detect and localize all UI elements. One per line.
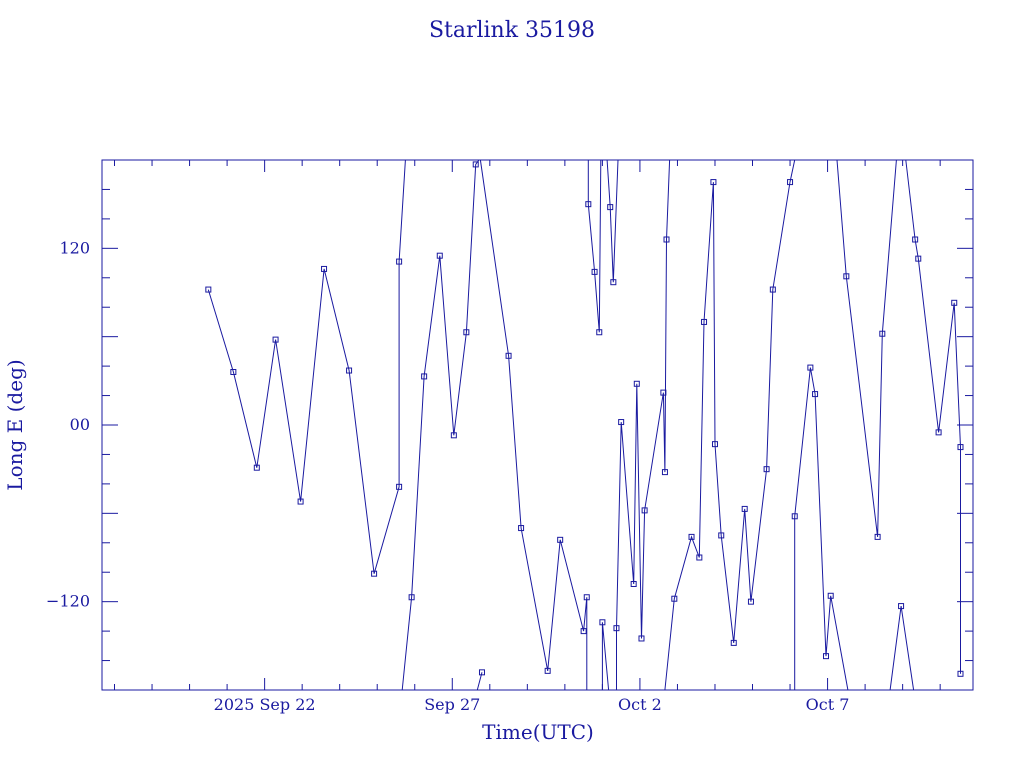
data-point [253,464,260,471]
data-point [912,236,919,243]
data-point [791,513,798,520]
data-point [915,255,922,262]
data-point [827,592,834,599]
data-point [710,179,717,186]
data-point [618,419,625,426]
y-axis-label: Long E (deg) [3,359,27,490]
data-point [396,483,403,490]
series-line [606,159,619,283]
data-point [935,429,942,436]
data-point [408,594,415,601]
data-point [371,570,378,577]
data-point [671,595,678,602]
data-point [807,364,814,371]
series-line [616,159,671,690]
x-tick-label: 2025 Sep 22 [214,695,316,714]
y-tick-label: 120 [59,238,90,257]
data-point [205,286,212,293]
data-point [763,466,770,473]
series-line [664,159,796,691]
data-point [585,201,592,208]
y-tick-label: −120 [46,592,90,611]
data-point [613,625,620,632]
series-line [905,159,961,674]
x-axis-label: Time(UTC) [482,720,594,744]
data-point [747,598,754,605]
data-point [583,594,590,601]
plot-frame [101,159,974,691]
data-point [436,252,443,259]
data-point [661,469,668,476]
series-line [479,159,588,690]
x-tick-label: Oct 2 [618,695,662,714]
data-point [272,336,279,343]
data-point [898,603,905,610]
series-line [889,606,915,691]
data-point [580,628,587,635]
data-point [957,670,964,677]
data-point [843,273,850,280]
chart-title: Starlink 35198 [429,18,595,43]
data-point [730,639,737,646]
data-point [663,236,670,243]
series-line [836,159,897,537]
series-line [601,622,610,691]
series-line [207,159,406,574]
axis-ticks [102,160,973,690]
data-point [596,329,603,336]
x-tick-label: Sep 27 [424,695,480,714]
data-point [633,380,640,387]
data-point [874,533,881,540]
series-line [401,159,480,691]
data-point [610,279,617,286]
axis-tick-labels: 2025 Sep 22 Sep 27 Oct 2 Oct 7 −120 00 120 [46,238,849,714]
data-point [230,369,237,375]
data-point [957,444,964,451]
data-point [641,507,648,514]
data-point [718,532,725,539]
series-line [587,159,602,333]
data-point [472,161,479,168]
data-point [421,373,428,380]
data-point [518,525,525,532]
data-point [879,330,886,337]
data-point [346,367,353,374]
data-point [823,653,830,660]
data-point [450,432,457,439]
data-point [591,268,598,275]
data-point [557,536,564,543]
data-point [951,299,958,306]
data-point [505,352,512,359]
data-point [688,533,695,540]
data-point [787,179,794,186]
data-point [812,391,819,398]
series-line [794,367,849,691]
data-point [396,258,403,265]
data-point [544,667,551,674]
data-point [607,204,614,211]
data-point [630,581,637,587]
data-point [321,265,328,272]
data-point [741,505,748,512]
data-series [205,159,964,691]
x-tick-label: Oct 7 [806,695,850,714]
data-point [696,554,703,561]
data-point [638,635,645,642]
data-point [711,441,718,448]
data-point [478,669,485,676]
data-point [660,389,667,396]
data-point [599,619,606,626]
data-point [297,498,304,505]
data-point [769,286,776,293]
data-point [701,318,708,325]
data-point [463,329,470,336]
y-tick-label: 00 [70,415,90,434]
